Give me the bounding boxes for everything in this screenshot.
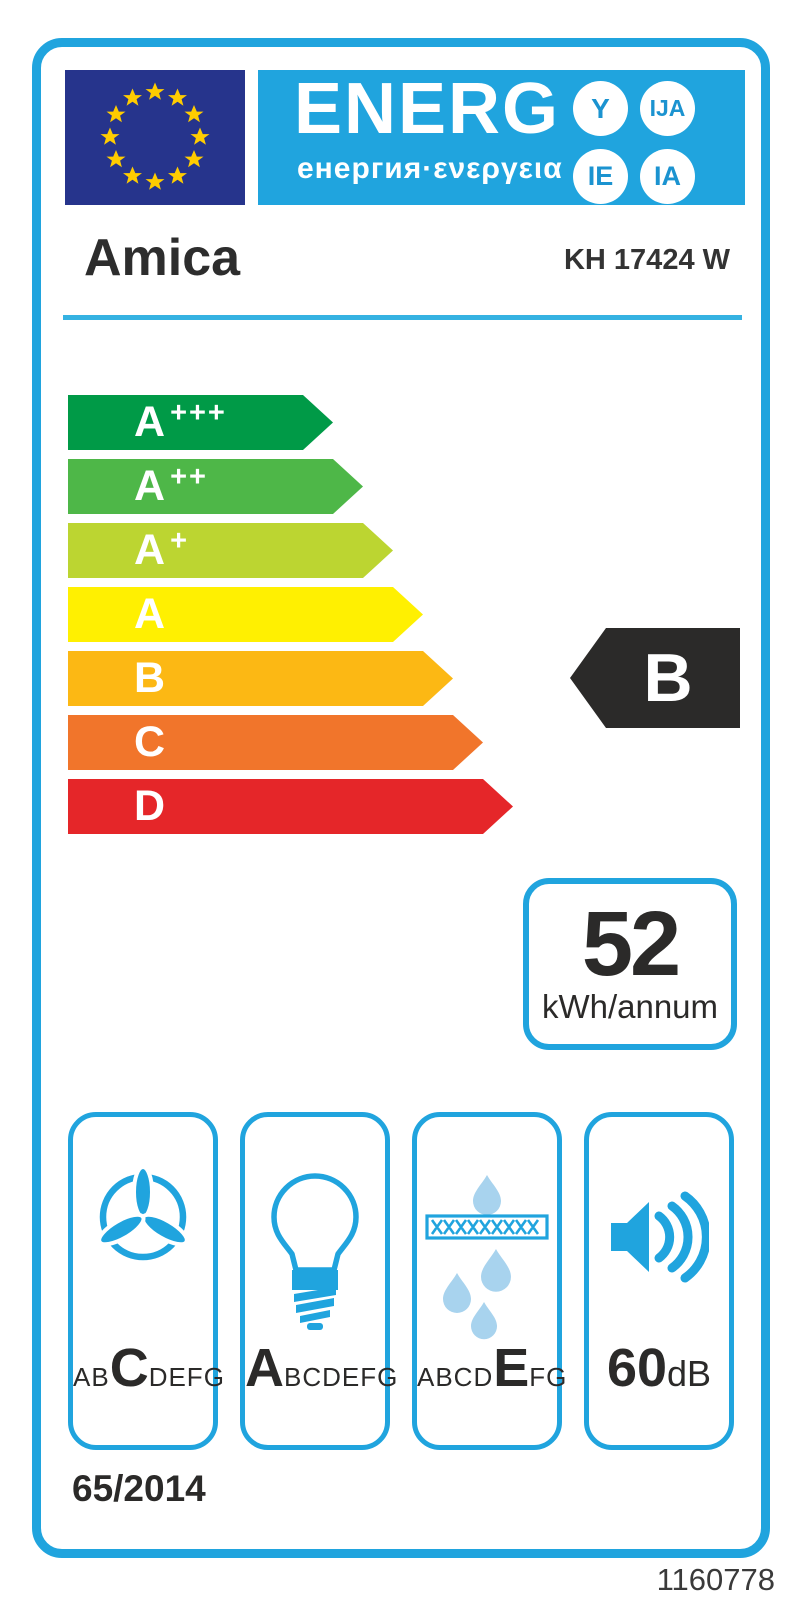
class-letter: B — [134, 654, 166, 702]
metric-box-grease-filter: ABCDEFG — [412, 1112, 566, 1450]
annual-consumption-box: 52 kWh/annum — [523, 878, 737, 1050]
metric-box-lighting: ABCDEFG — [240, 1112, 397, 1450]
class-plus-suffix: + — [170, 525, 189, 557]
speaker-icon — [589, 1189, 729, 1285]
rating-arrow: B — [570, 628, 740, 728]
energ-logo: ENERG енергия·ενεργεια Y IJA IE IA — [258, 69, 745, 205]
metric-box-noise: 60dB — [584, 1112, 734, 1450]
class-letter: A — [134, 526, 166, 574]
energ-circle-ija: IJA — [640, 81, 695, 136]
energy-class-B: B — [68, 651, 453, 706]
consumption-unit: kWh/annum — [541, 988, 719, 1026]
grease-grade: E — [493, 1338, 530, 1398]
header-divider — [63, 315, 742, 320]
regulation-number: 65/2014 — [72, 1468, 206, 1509]
rating-letter: B — [643, 640, 693, 716]
energ-title: ENERG — [294, 69, 561, 149]
document-number: 1160778 — [656, 1562, 775, 1597]
class-letter: A — [134, 462, 166, 510]
grease-filter-icon — [417, 1165, 557, 1345]
energy-class-A+: A + — [68, 523, 393, 578]
grease-grade-row: ABCDEFG — [417, 1337, 566, 1399]
grease-letters-after: FG — [529, 1362, 568, 1392]
lighting-grade: A — [245, 1338, 284, 1398]
fan-letters-after: DEFG — [148, 1362, 225, 1392]
bulb-icon — [245, 1171, 385, 1331]
energy-class-A++: A ++ — [68, 459, 363, 514]
class-letter: D — [134, 782, 166, 830]
energy-class-C: C — [68, 715, 483, 770]
metric-box-fan: ABCDEFG — [68, 1112, 224, 1450]
brand-logo: Amica — [84, 229, 241, 287]
consumption-value: 52 — [581, 892, 681, 995]
class-plus-suffix: ++ — [170, 461, 208, 493]
fan-grade: C — [109, 1338, 149, 1398]
noise-value-row: 60dB — [589, 1337, 729, 1399]
energ-circle-y: Y — [573, 81, 628, 136]
label-border — [32, 38, 770, 1558]
eu-flag-icon — [65, 70, 245, 205]
class-plus-suffix: +++ — [170, 397, 227, 429]
class-letter: A — [134, 398, 166, 446]
energy-class-D: D — [68, 779, 513, 834]
energ-circle-ia: IA — [640, 149, 695, 204]
energ-subtitle: енергия·ενεργεια — [297, 152, 563, 185]
lighting-letters-after: BCDEFG — [284, 1362, 399, 1392]
lighting-grade-row: ABCDEFG — [245, 1337, 397, 1399]
energ-circle-ie: IE — [573, 149, 628, 204]
grease-letters-before: ABCD — [417, 1362, 494, 1392]
class-letter: A — [134, 590, 166, 638]
noise-value: 60 — [606, 1338, 668, 1398]
eu-flag — [65, 70, 245, 205]
fan-icon — [73, 1163, 213, 1267]
energy-class-A+++: A +++ — [68, 395, 333, 450]
model-number: KH 17424 W — [563, 244, 730, 276]
fan-letters-before: AB — [73, 1362, 110, 1392]
noise-unit: dB — [667, 1353, 712, 1394]
energy-class-A: A — [68, 587, 423, 642]
fan-grade-row: ABCDEFG — [73, 1337, 224, 1399]
class-letter: C — [134, 718, 166, 766]
